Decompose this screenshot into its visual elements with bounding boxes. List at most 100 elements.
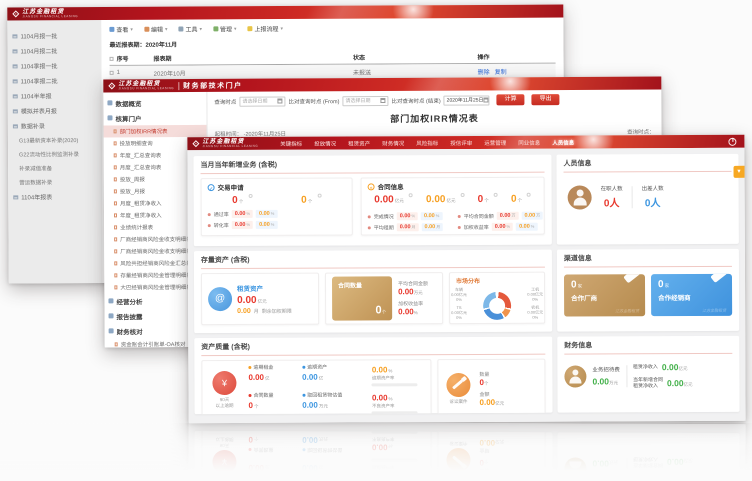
nav-personnel[interactable]: 人员信息 [552, 140, 575, 147]
tools-icon [178, 26, 184, 32]
sidebar-item-monthly2[interactable]: 1104月报二批 [7, 43, 101, 58]
sidebar-item-data-patch[interactable]: 数据补录 [8, 118, 102, 133]
partner-dealer-card[interactable]: 0家 合作经销商 江苏金融租赁 [650, 273, 733, 317]
brand-diamond-icon [108, 82, 116, 90]
bullet-icon [207, 212, 211, 216]
nav-risk[interactable]: 风险指标 [416, 140, 439, 147]
stat-avg-term: 平均租期 0.00月 0.00月 [367, 223, 448, 232]
manage-icon [212, 26, 219, 32]
nav-credit-review[interactable]: 授信评审 [450, 140, 473, 147]
brand-diamond-icon [12, 10, 20, 18]
sidebar-item-impairment[interactable]: 补录减值准备 [19, 166, 53, 173]
lawsuit-amount: 金额 0.00亿元 [479, 391, 505, 407]
person-coin-icon [564, 364, 587, 388]
report-icon [12, 33, 18, 38]
radio-indicator[interactable] [248, 193, 253, 198]
export-button[interactable]: 导出 [531, 94, 560, 106]
donut-label-agri: 农机 0.00亿元 0% [527, 304, 544, 320]
toolbar-edit-menu[interactable]: 编辑 ▾ [143, 25, 168, 34]
window-reflection: 江苏金融租赁 JIANGSU FINANCIAL LEASING 1104月报一… [0, 423, 752, 481]
lawsuit-count: 数量 0个 [479, 371, 490, 387]
screenshot-stage: 江苏金融租赁 JIANGSU FINANCIAL LEASING 1104月报一… [0, 0, 752, 424]
at-sign-icon: @ [208, 287, 233, 312]
overdue-assets: 逾期资产 0.00亿 [302, 364, 328, 382]
nav-key-indicators[interactable]: 关键指标 [280, 141, 303, 148]
copy-link[interactable]: 复制 [494, 69, 507, 76]
page-icon [114, 342, 118, 347]
sidebar-item-simulated[interactable]: 模拟并表月报 [8, 103, 102, 118]
sidebar-item-operation-data[interactable]: 营运数据补录 [19, 180, 53, 187]
sidebar-item-irr-report[interactable]: 部门加权IRR情况表 [103, 124, 207, 138]
date-input[interactable]: 请选择日期 [342, 95, 389, 106]
chevron-down-icon: ▾ [280, 25, 284, 32]
sidebar-item-g22[interactable]: G22流动性比例监测补录 [19, 152, 79, 159]
select-all-checkbox[interactable] [109, 56, 114, 61]
filter-label: 比对查询时点 (From) [288, 98, 340, 105]
page-icon [113, 129, 117, 134]
date-input[interactable]: 2020年11月25日 [443, 94, 490, 106]
sidebar-item-g13[interactable]: G13最新资本补录(2020) [18, 138, 79, 145]
report-icon [12, 78, 18, 83]
calculate-button[interactable]: 计算 [496, 94, 525, 106]
report-icon [12, 93, 18, 98]
toolbar-flow-menu[interactable]: 上报流程 ▾ [247, 24, 283, 33]
divider [625, 364, 627, 387]
market-distribution-card: 市场分布 车辆 0.00亿元 0% 工机 0.00亿元 0% TS 0.00亿元 0% 农机… [448, 271, 546, 325]
sidebar-item-monthly1[interactable]: 1104月报一批 [7, 28, 101, 43]
bullet-icon [367, 214, 371, 218]
trade-application-card: ✓ 交易申请 0个 0个 通过率 0.00% 0.00% 转化率 0.00% [200, 177, 353, 237]
brand-diamond-icon [192, 140, 200, 148]
radio-indicator[interactable] [493, 192, 498, 197]
people-avatar-icon [567, 184, 592, 210]
sidebar-item-quarterly1[interactable]: 1104季报一批 [8, 58, 102, 73]
stat-avg-amount: 平均合同金额 0.00万 0.00万 [457, 211, 544, 220]
sidebar-section-overview[interactable]: 数据概览 [103, 95, 206, 111]
net-lease-income: 租赁净收入 0.00亿元 [632, 362, 688, 373]
nav-lease-assets[interactable]: 租赁资产 [348, 140, 371, 148]
panel-personnel: 人员信息 在职人数 0人 出差人数 0人 [556, 153, 739, 245]
filter-label: 比对查询时点 (结束) [391, 98, 441, 105]
radio-indicator[interactable] [526, 192, 532, 197]
nav-peer-info[interactable]: 同业信息 [518, 140, 541, 147]
stat-weighted-yield: 加权收益率 0.00% 0.00% [457, 222, 538, 231]
sidebar-item-quarterly2[interactable]: 1104季报二批 [8, 73, 102, 88]
bullet-icon [248, 393, 252, 397]
chevron-down-icon: ▾ [130, 26, 133, 33]
edit-icon [143, 26, 149, 32]
date-input[interactable]: 请选择日期 [239, 96, 286, 107]
nav-operations[interactable]: 运营管理 [484, 140, 507, 147]
bullet-icon [457, 225, 461, 229]
contract-count-gold-card: 合同数量 0个 [331, 276, 393, 321]
stat-conversion-rate: 转化率 0.00% 0.00% [207, 220, 346, 230]
toolbar-manage-menu[interactable]: 管理 ▾ [212, 24, 237, 33]
bullet-icon [302, 365, 306, 369]
row-checkbox[interactable] [109, 70, 114, 75]
nav-investment[interactable]: 投放情况 [314, 141, 337, 148]
panel-title: 当月当年新增业务 (含税) [200, 158, 545, 175]
weighted-yield: 加权收益率 0.00% [398, 301, 424, 317]
cash-icon: ¥ [212, 371, 237, 396]
avg-contract-amount: 平均合同金额 0.00万元 [398, 281, 429, 297]
sidebar-item-halfyear[interactable]: 1104半年报 [8, 88, 102, 103]
filter-funnel-button[interactable]: ▼ [733, 165, 745, 178]
radio-indicator[interactable] [460, 193, 465, 198]
partner-manufacturer-card[interactable]: 0家 合作厂商 江苏金融租赁 [563, 274, 646, 317]
page-icon [114, 225, 118, 230]
power-logout-icon[interactable] [728, 137, 737, 146]
header-divider [178, 81, 180, 90]
delete-link[interactable]: 删除 [477, 69, 490, 76]
dashboard-body: 当月当年新增业务 (含税) ✓ 交易申请 0个 0个 通过率 0.00% 0.00… [187, 147, 746, 424]
sidebar-section-accounting[interactable]: 核算门户 [103, 110, 206, 126]
travel-stat: 出差人数 0人 [641, 186, 664, 210]
chevron-down-icon: ▾ [199, 25, 203, 32]
nav-finance[interactable]: 财务情况 [382, 140, 405, 147]
contract-count-card: 合同数量 0个 平均合同金额 0.00万元 加权收益率 0.00% [324, 272, 444, 325]
progress-bar [371, 383, 418, 387]
card-watermark: 江苏金融租赁 [702, 307, 727, 313]
sidebar-item-annual[interactable]: 1104年报表 [8, 189, 102, 204]
toolbar-tools-menu[interactable]: 工具 ▾ [178, 24, 203, 34]
radio-indicator[interactable] [317, 193, 322, 198]
radio-indicator[interactable] [408, 193, 413, 198]
toolbar-view-menu[interactable]: 查看 ▾ [109, 25, 133, 34]
divider [631, 185, 633, 208]
